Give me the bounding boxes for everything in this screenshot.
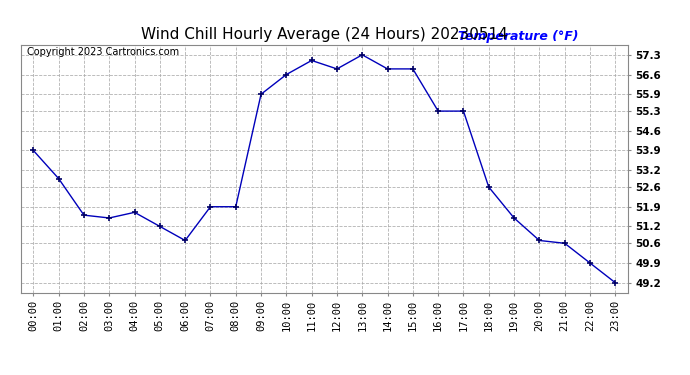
Text: Temperature (°F): Temperature (°F) xyxy=(458,30,578,42)
Text: Copyright 2023 Cartronics.com: Copyright 2023 Cartronics.com xyxy=(27,48,179,57)
Title: Wind Chill Hourly Average (24 Hours) 20230514: Wind Chill Hourly Average (24 Hours) 202… xyxy=(141,27,508,42)
